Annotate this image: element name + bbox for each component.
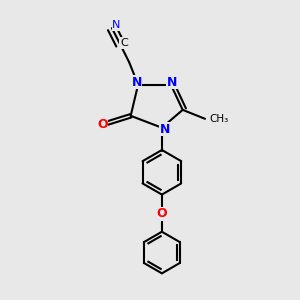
Text: N: N xyxy=(167,76,178,89)
Text: O: O xyxy=(97,118,108,131)
Text: O: O xyxy=(157,207,167,220)
Text: N: N xyxy=(160,123,170,136)
Text: C: C xyxy=(120,38,128,48)
Text: CH₃: CH₃ xyxy=(209,114,229,124)
Text: N: N xyxy=(112,20,121,30)
Text: N: N xyxy=(131,76,142,89)
